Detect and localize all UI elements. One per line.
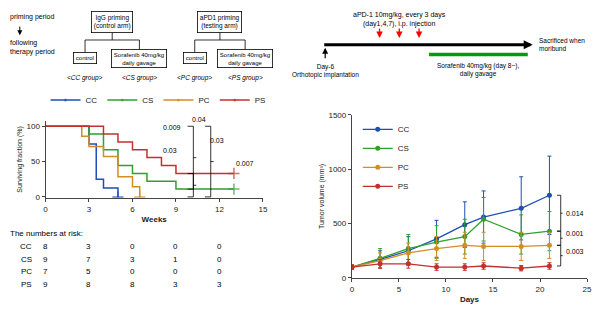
svg-text:CC: CC <box>20 242 32 251</box>
svg-text:15: 15 <box>258 205 267 214</box>
svg-text:15: 15 <box>489 285 498 294</box>
svg-text:0: 0 <box>173 242 178 251</box>
svg-text:Tumor volume (mm³): Tumor volume (mm³) <box>318 164 326 229</box>
svg-text:0: 0 <box>217 242 222 251</box>
svg-text:0.007: 0.007 <box>236 160 254 167</box>
svg-text:Days: Days <box>460 295 480 304</box>
svg-text:Sacrificed whenmoribund: Sacrificed whenmoribund <box>539 37 585 52</box>
svg-text:0.03: 0.03 <box>163 147 177 154</box>
svg-text:Weeks: Weeks <box>142 215 168 224</box>
svg-text:control: control <box>186 55 204 61</box>
svg-text:9: 9 <box>43 280 48 289</box>
svg-text:0: 0 <box>173 267 178 276</box>
svg-text:followingtherapy period: followingtherapy period <box>10 39 55 56</box>
svg-text:7: 7 <box>86 255 91 264</box>
svg-text:0: 0 <box>217 255 222 264</box>
svg-text:Surviving fraction (%): Surviving fraction (%) <box>16 126 24 193</box>
svg-text:0.001: 0.001 <box>566 230 584 237</box>
svg-text:aPD-1 10mg/kg, every 3 days(da: aPD-1 10mg/kg, every 3 days(day1,4,7), i… <box>353 11 446 28</box>
svg-text:8: 8 <box>43 242 48 251</box>
svg-text:<CC group>: <CC group> <box>67 74 103 82</box>
svg-text:0: 0 <box>35 193 40 202</box>
svg-text:PC: PC <box>398 163 409 172</box>
svg-text:12: 12 <box>215 205 224 214</box>
svg-text:8: 8 <box>130 280 135 289</box>
svg-text:0: 0 <box>217 267 222 276</box>
svg-text:The numbers at risk:: The numbers at risk: <box>10 229 83 238</box>
svg-text:8: 8 <box>86 280 91 289</box>
svg-text:Sorafenib 40mg/kg (day 8~),dai: Sorafenib 40mg/kg (day 8~),daily gavage <box>437 62 519 78</box>
svg-text:0.003: 0.003 <box>566 248 584 255</box>
svg-text:CC: CC <box>86 96 98 105</box>
svg-text:IgG priming(control arm): IgG priming(control arm) <box>94 14 131 30</box>
svg-text:7: 7 <box>43 267 48 276</box>
svg-text:aPD1 priming(testing arm): aPD1 priming(testing arm) <box>200 14 240 30</box>
svg-text:3: 3 <box>217 280 222 289</box>
svg-text:6: 6 <box>130 205 135 214</box>
svg-text:CC: CC <box>398 125 410 134</box>
svg-text:1500: 1500 <box>328 111 346 120</box>
svg-text:50: 50 <box>31 157 40 166</box>
svg-text:CS: CS <box>398 144 409 153</box>
svg-text:PS: PS <box>21 280 32 289</box>
svg-text:PS: PS <box>398 182 409 191</box>
svg-text:priming period: priming period <box>10 13 54 21</box>
svg-text:<PC group>: <PC group> <box>177 74 212 82</box>
svg-text:PS: PS <box>255 96 266 105</box>
svg-text:0: 0 <box>130 242 135 251</box>
svg-text:0.009: 0.009 <box>163 124 181 131</box>
svg-text:10: 10 <box>441 285 450 294</box>
svg-text:<CS group>: <CS group> <box>122 74 157 82</box>
svg-text:3: 3 <box>130 255 135 264</box>
svg-text:0.03: 0.03 <box>210 137 224 144</box>
svg-text:3: 3 <box>87 205 92 214</box>
svg-text:0: 0 <box>43 205 48 214</box>
svg-text:control: control <box>76 55 94 61</box>
svg-text:20: 20 <box>536 285 545 294</box>
svg-text:PC: PC <box>21 267 32 276</box>
svg-text:5: 5 <box>86 267 91 276</box>
svg-text:25: 25 <box>583 285 592 294</box>
svg-text:0: 0 <box>342 274 347 283</box>
svg-text:CS: CS <box>142 96 153 105</box>
svg-text:0: 0 <box>350 285 355 294</box>
svg-text:3: 3 <box>173 280 178 289</box>
svg-text:Day-6Orthotopic implantation: Day-6Orthotopic implantation <box>292 63 359 79</box>
svg-text:1000: 1000 <box>328 165 346 174</box>
svg-text:3: 3 <box>86 242 91 251</box>
svg-text:<PS group>: <PS group> <box>228 74 263 82</box>
svg-text:PC: PC <box>198 96 209 105</box>
svg-text:CS: CS <box>21 255 32 264</box>
svg-text:0: 0 <box>130 267 135 276</box>
svg-text:100: 100 <box>27 122 41 131</box>
svg-text:1: 1 <box>173 255 178 264</box>
svg-text:Sorafenib 40mg/kgdaily gavage: Sorafenib 40mg/kgdaily gavage <box>114 52 164 66</box>
svg-text:Sorafenib 40mg/kgdaily gavage: Sorafenib 40mg/kgdaily gavage <box>220 52 270 66</box>
svg-text:5: 5 <box>397 285 402 294</box>
svg-text:9: 9 <box>174 205 179 214</box>
svg-text:500: 500 <box>333 219 347 228</box>
svg-text:0.04: 0.04 <box>192 116 206 123</box>
svg-text:9: 9 <box>43 255 48 264</box>
svg-text:0.014: 0.014 <box>566 210 584 217</box>
